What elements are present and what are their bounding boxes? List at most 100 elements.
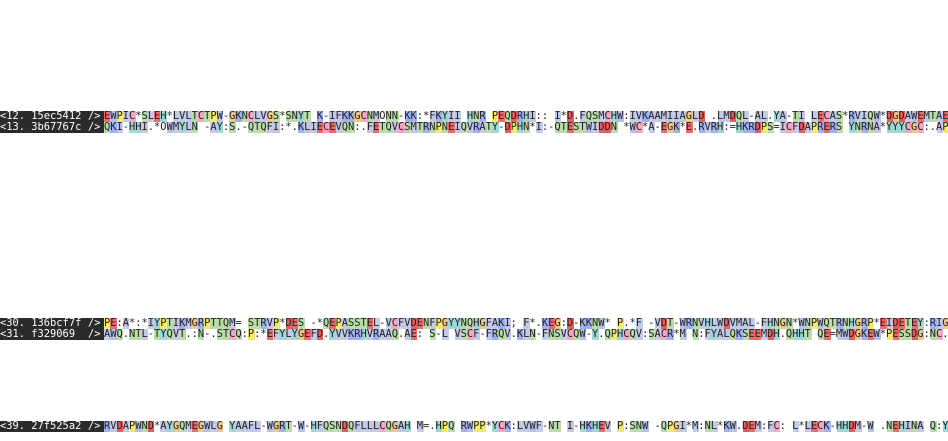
residue-cell	[391, 122, 399, 133]
residue-cell	[642, 111, 649, 122]
residue-cell	[391, 329, 399, 340]
residue-cell	[874, 329, 881, 340]
residue-cell	[586, 122, 593, 133]
residue-cell	[942, 421, 948, 432]
residue-cell	[191, 111, 199, 122]
residue-cell	[229, 318, 236, 329]
residue-cell	[661, 122, 668, 133]
residue-cell	[905, 318, 912, 329]
residue-cell	[448, 122, 455, 133]
residue-cell	[448, 111, 455, 122]
residue-cell	[542, 318, 549, 329]
residue-cell	[567, 122, 574, 133]
residue-cell	[467, 111, 474, 122]
residue-cell	[661, 421, 668, 432]
residue-cell	[410, 122, 418, 133]
residue-cell	[636, 421, 643, 432]
residue-cell	[874, 122, 881, 133]
residue-cell	[279, 421, 286, 432]
residue-cell	[742, 329, 750, 340]
residue-cell	[517, 329, 524, 340]
residue-cell	[116, 122, 124, 133]
residue-cell	[247, 111, 255, 122]
residue-cell	[861, 318, 869, 329]
residue-cell	[723, 111, 731, 122]
residue-cell	[836, 111, 844, 122]
residue-cell	[661, 329, 668, 340]
residue-cell	[354, 111, 361, 122]
residue-cell	[216, 122, 224, 133]
residue-cell	[116, 329, 124, 340]
residue-cell	[204, 421, 211, 432]
residue-cell	[404, 421, 412, 432]
residue-cell	[629, 329, 637, 340]
residue-cell	[104, 318, 111, 329]
residue-cell	[811, 122, 819, 133]
residue-cell	[235, 329, 243, 340]
residue-cell	[548, 318, 556, 329]
residue-cell	[586, 318, 593, 329]
residue-cell	[755, 329, 762, 340]
residue-cell	[110, 122, 117, 133]
residue-cell	[648, 111, 656, 122]
residue-cell	[104, 122, 111, 133]
residue-cell	[442, 329, 449, 340]
residue-cell	[548, 329, 556, 340]
residue-cell	[773, 318, 781, 329]
residue-cell	[579, 421, 587, 432]
residue-cell	[210, 421, 217, 432]
residue-cell	[135, 122, 142, 133]
residue-cell	[335, 318, 343, 329]
residue-cell	[736, 329, 743, 340]
residue-cell	[323, 421, 330, 432]
residue-cell	[460, 421, 468, 432]
residue-cell	[404, 111, 412, 122]
residue-cell	[442, 421, 449, 432]
residue-cell	[811, 421, 819, 432]
residue-cell	[391, 111, 399, 122]
residue-cell	[636, 122, 643, 133]
residue-cell	[273, 318, 280, 329]
residue-cell	[141, 329, 149, 340]
residue-cell	[748, 318, 756, 329]
residue-cell	[842, 318, 850, 329]
residue-cell	[216, 329, 224, 340]
residue-cell	[723, 329, 731, 340]
residue-cell	[135, 421, 142, 432]
residue-cell	[849, 111, 856, 122]
residue-cell	[598, 421, 606, 432]
residue-cell	[905, 421, 912, 432]
residue-cell	[273, 329, 280, 340]
residue-cell	[191, 122, 199, 133]
residue-cell	[905, 122, 912, 133]
residue-cell	[611, 111, 618, 122]
residue-cell	[122, 111, 130, 122]
residue-cell	[535, 421, 543, 432]
residue-cell	[366, 318, 374, 329]
residue-cell	[104, 111, 111, 122]
residue-cell	[410, 329, 418, 340]
residue-cell	[611, 122, 618, 133]
residue-cell	[229, 421, 236, 432]
residue-cell	[498, 329, 505, 340]
residue-cell	[473, 421, 480, 432]
residue-cell	[467, 318, 474, 329]
residue-cell	[291, 329, 299, 340]
residue-cell	[773, 111, 781, 122]
residue-cell	[773, 329, 781, 340]
residue-cell	[805, 122, 812, 133]
residue-cell	[104, 329, 111, 340]
residue-cell	[229, 329, 236, 340]
residue-cell	[172, 122, 180, 133]
residue-cell	[473, 329, 480, 340]
residue-cell	[598, 122, 606, 133]
residue-cell	[867, 318, 875, 329]
residue-cell	[385, 318, 393, 329]
residue-cell	[504, 111, 512, 122]
residue-cell	[617, 421, 624, 432]
residue-cell	[179, 318, 186, 329]
residue-cell	[360, 111, 368, 122]
residue-cell	[592, 318, 599, 329]
residue-cell	[917, 318, 925, 329]
residue-cell	[492, 111, 499, 122]
